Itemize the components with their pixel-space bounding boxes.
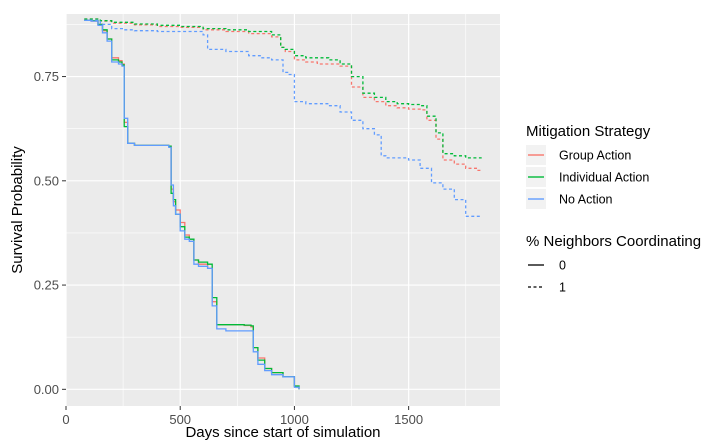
legend-label-coord-1: 1 (559, 281, 566, 295)
x-axis: 0 500 1000 1500 (62, 406, 423, 427)
series-layer (84, 18, 482, 390)
legend-title-neighbors-coordinating: % Neighbors Coordinating (526, 233, 701, 250)
legend-label-individual-action: Individual Action (559, 171, 649, 185)
legend-title-mitigation-strategy: Mitigation Strategy (526, 123, 651, 140)
x-axis-title: Days since start of simulation (185, 424, 380, 440)
x-tick-label: 1500 (394, 412, 423, 427)
y-axis-title: Survival Probability (9, 146, 26, 274)
legend-neighbors-coordinating: % Neighbors Coordinating 0 1 (526, 233, 701, 297)
x-tick-label: 500 (169, 412, 191, 427)
x-tick-label: 1000 (280, 412, 309, 427)
legend-mitigation-strategy: Mitigation Strategy Group Action Individu… (526, 123, 651, 209)
y-tick-label: 0.25 (34, 278, 59, 293)
legend-label-group-action: Group Action (559, 149, 631, 163)
legend-label-coord-0: 0 (559, 259, 566, 273)
legend-label-no-action: No Action (559, 193, 613, 207)
grid-major (65, 14, 500, 406)
x-tick-label: 0 (62, 412, 69, 427)
series-line-no-action-coord-1 (84, 19, 482, 217)
y-axis: 0.00 0.25 0.50 0.75 (34, 69, 66, 397)
y-tick-label: 0.50 (34, 173, 59, 188)
grid-minor (66, 14, 500, 406)
plot-panel (66, 14, 500, 406)
y-tick-label: 0.00 (34, 382, 59, 397)
y-tick-label: 0.75 (34, 69, 59, 84)
series-line-no-action-coord-0 (84, 19, 300, 390)
